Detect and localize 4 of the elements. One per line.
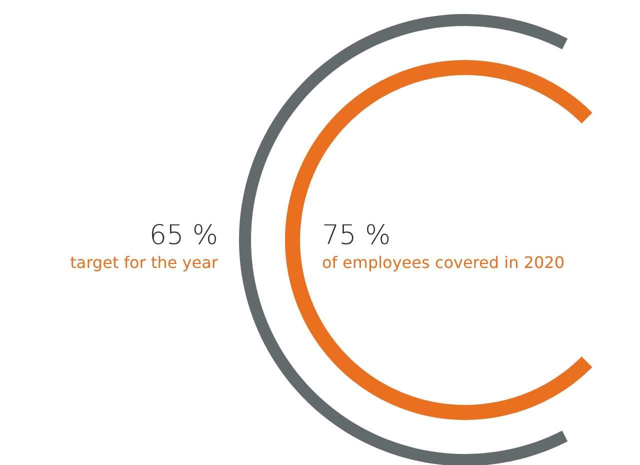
data-label: 65 % xyxy=(148,220,218,252)
data-label: 75 % xyxy=(322,220,392,252)
category-label: of employees covered in 2020 xyxy=(322,252,565,274)
category-label: target for the year xyxy=(70,252,218,274)
